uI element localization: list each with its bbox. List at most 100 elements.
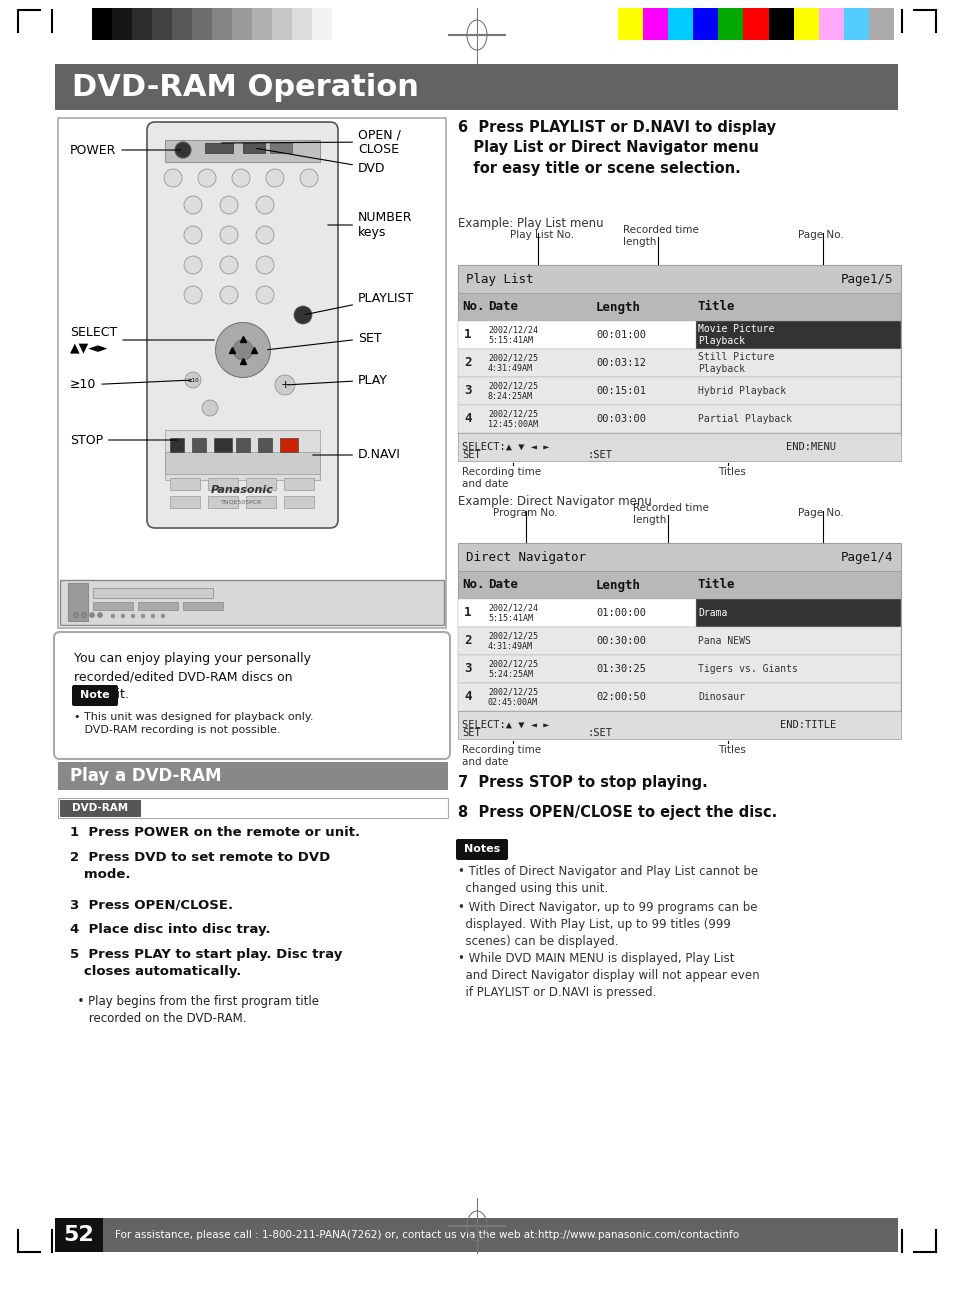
Ellipse shape bbox=[131, 613, 135, 619]
Text: 02:00:50: 02:00:50 bbox=[596, 692, 645, 703]
Bar bbox=[768, 8, 793, 40]
Bar bbox=[132, 8, 152, 40]
Ellipse shape bbox=[294, 305, 312, 324]
Text: • This unit was designed for playback only.
   DVD-RAM recording is not possible: • This unit was designed for playback on… bbox=[74, 712, 314, 735]
Text: 2002/12/25
02:45:00AM: 2002/12/25 02:45:00AM bbox=[488, 687, 537, 707]
Ellipse shape bbox=[73, 612, 78, 617]
Ellipse shape bbox=[97, 612, 102, 617]
Text: Recording time
and date: Recording time and date bbox=[461, 467, 540, 489]
Text: END:MENU: END:MENU bbox=[785, 443, 835, 452]
Text: Recording time
and date: Recording time and date bbox=[461, 745, 540, 767]
Bar bbox=[60, 580, 443, 625]
Text: +: + bbox=[280, 380, 290, 389]
Text: :SET: :SET bbox=[587, 450, 613, 459]
Text: No.: No. bbox=[461, 578, 484, 591]
Bar bbox=[246, 496, 275, 509]
Text: 00:03:00: 00:03:00 bbox=[596, 414, 645, 424]
Text: • With Direct Navigator, up to 99 programs can be
  displayed. With Play List, u: • With Direct Navigator, up to 99 progra… bbox=[457, 901, 757, 949]
Bar bbox=[693, 8, 718, 40]
Bar bbox=[457, 543, 900, 571]
FancyBboxPatch shape bbox=[456, 839, 507, 861]
Bar bbox=[457, 349, 900, 377]
Text: Page1/4: Page1/4 bbox=[840, 550, 892, 563]
Ellipse shape bbox=[274, 375, 294, 395]
Text: 2002/12/25
8:24:25AM: 2002/12/25 8:24:25AM bbox=[488, 382, 537, 401]
Text: Dinosaur: Dinosaur bbox=[698, 692, 744, 703]
Bar bbox=[457, 405, 900, 433]
Text: 2  Press DVD to set remote to DVD
   mode.: 2 Press DVD to set remote to DVD mode. bbox=[70, 851, 330, 880]
Bar bbox=[55, 1218, 897, 1253]
Bar bbox=[55, 63, 897, 110]
Text: 6  Press PLAYLIST or D.NAVI to display
   Play List or Direct Navigator menu
   : 6 Press PLAYLIST or D.NAVI to display Pl… bbox=[457, 120, 775, 176]
Text: Titles: Titles bbox=[718, 745, 745, 754]
Text: 8  Press OPEN/CLOSE to eject the disc.: 8 Press OPEN/CLOSE to eject the disc. bbox=[457, 805, 777, 820]
Ellipse shape bbox=[184, 226, 202, 245]
Text: • Titles of Direct Navigator and Play List cannot be
  changed using this unit.: • Titles of Direct Navigator and Play Li… bbox=[457, 864, 758, 895]
Text: 4: 4 bbox=[463, 413, 471, 426]
Ellipse shape bbox=[220, 195, 237, 214]
Ellipse shape bbox=[90, 612, 94, 617]
Text: :SET: :SET bbox=[587, 729, 613, 738]
Bar bbox=[457, 265, 900, 435]
Text: Title: Title bbox=[698, 300, 735, 313]
Bar bbox=[843, 8, 868, 40]
Ellipse shape bbox=[111, 613, 115, 619]
Text: For assistance, please call : 1-800-211-PANA(7262) or, contact us via the web at: For assistance, please call : 1-800-211-… bbox=[115, 1231, 739, 1240]
Ellipse shape bbox=[185, 371, 201, 388]
Ellipse shape bbox=[215, 322, 271, 378]
Bar bbox=[60, 800, 140, 817]
Text: DVD-RAM Operation: DVD-RAM Operation bbox=[71, 72, 418, 101]
Text: 2002/12/25
12:45:00AM: 2002/12/25 12:45:00AM bbox=[488, 409, 537, 428]
Ellipse shape bbox=[121, 613, 125, 619]
Bar bbox=[208, 477, 237, 490]
Bar bbox=[868, 8, 893, 40]
Bar bbox=[272, 8, 292, 40]
Bar bbox=[457, 655, 900, 683]
Ellipse shape bbox=[164, 170, 182, 188]
Text: Length: Length bbox=[596, 578, 640, 591]
Bar bbox=[112, 8, 132, 40]
Text: TNQE505PCR: TNQE505PCR bbox=[221, 499, 262, 505]
Text: 01:30:25: 01:30:25 bbox=[596, 664, 645, 674]
Text: DVD-RAM: DVD-RAM bbox=[71, 804, 128, 813]
Bar bbox=[208, 496, 237, 509]
Ellipse shape bbox=[255, 286, 274, 304]
Text: ≥10: ≥10 bbox=[70, 379, 190, 392]
Text: Recorded time
length: Recorded time length bbox=[633, 503, 708, 524]
Ellipse shape bbox=[174, 142, 191, 158]
Ellipse shape bbox=[184, 195, 202, 214]
Text: • Play begins from the first program title
     recorded on the DVD-RAM.: • Play begins from the first program tit… bbox=[70, 995, 318, 1025]
Text: 2002/12/25
4:31:49AM: 2002/12/25 4:31:49AM bbox=[488, 353, 537, 373]
Text: NUMBER
keys: NUMBER keys bbox=[328, 211, 412, 239]
Bar bbox=[292, 8, 312, 40]
Text: PLAY: PLAY bbox=[288, 374, 388, 387]
Text: STOP: STOP bbox=[70, 433, 177, 446]
Text: You can enjoy playing your personally
recorded/edited DVD-RAM discs on
this unit: You can enjoy playing your personally re… bbox=[74, 652, 311, 701]
Bar bbox=[55, 1218, 103, 1253]
Bar bbox=[235, 437, 250, 452]
Text: ≥10: ≥10 bbox=[187, 378, 198, 383]
Ellipse shape bbox=[220, 226, 237, 245]
Bar bbox=[718, 8, 742, 40]
Bar bbox=[213, 437, 232, 452]
Bar bbox=[270, 144, 292, 153]
Ellipse shape bbox=[198, 170, 215, 188]
Bar bbox=[205, 144, 233, 153]
Bar bbox=[92, 587, 213, 598]
Text: 4: 4 bbox=[463, 691, 471, 704]
Text: Page1/5: Page1/5 bbox=[840, 273, 892, 286]
Bar bbox=[696, 321, 900, 349]
Bar bbox=[58, 118, 446, 628]
Bar bbox=[667, 8, 693, 40]
Bar bbox=[138, 602, 178, 609]
Text: Titles: Titles bbox=[718, 467, 745, 477]
Text: 52: 52 bbox=[64, 1225, 94, 1245]
FancyBboxPatch shape bbox=[54, 631, 450, 760]
Ellipse shape bbox=[220, 286, 237, 304]
Bar bbox=[165, 140, 319, 162]
Ellipse shape bbox=[255, 256, 274, 274]
Text: SET: SET bbox=[268, 331, 381, 349]
Text: SET: SET bbox=[461, 729, 480, 738]
Ellipse shape bbox=[202, 400, 218, 415]
Bar bbox=[742, 8, 768, 40]
